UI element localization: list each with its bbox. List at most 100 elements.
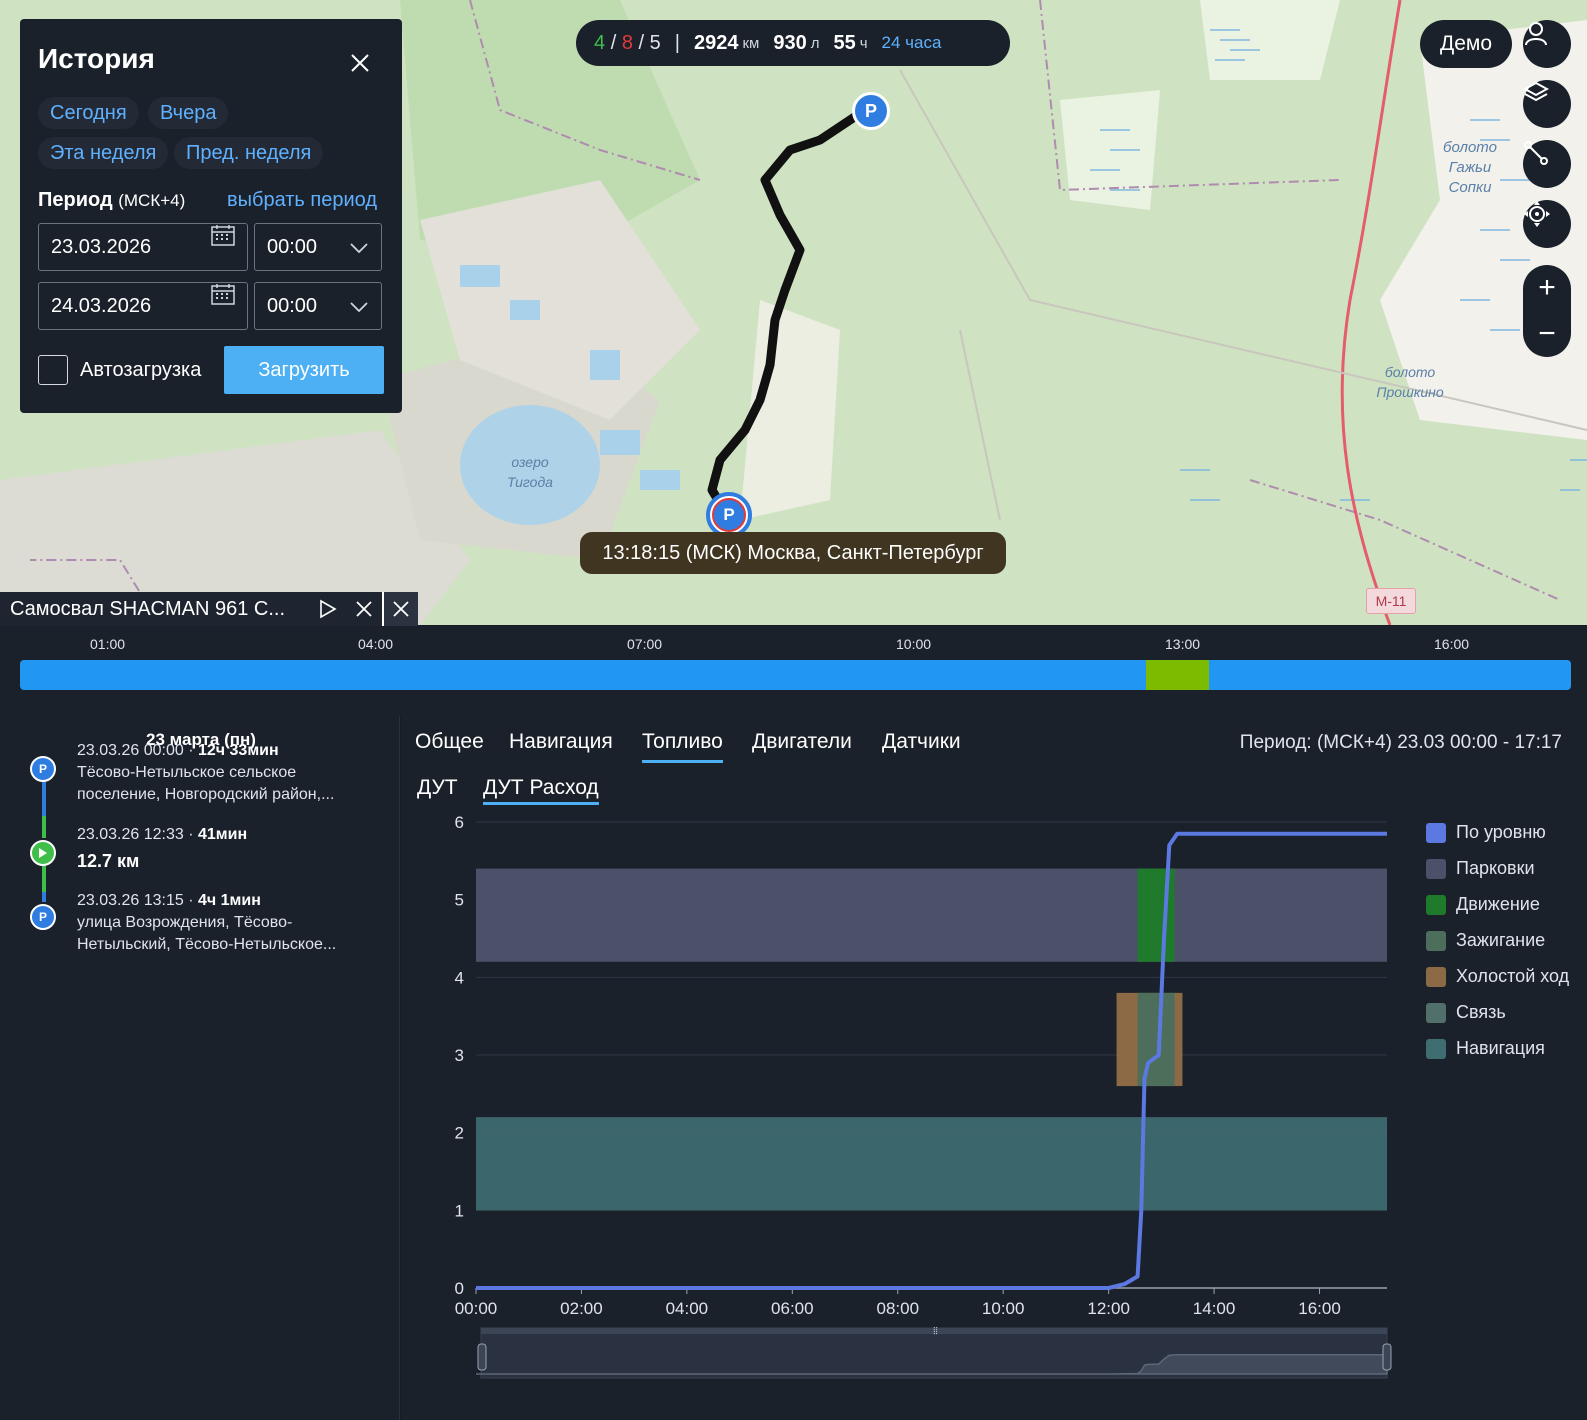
from-time-select[interactable]: 00:00 (254, 223, 382, 271)
chart-band (476, 1117, 1387, 1211)
event-movement[interactable]: 23.03.26 12:33 · 41мин 12.7 км (77, 824, 247, 872)
legend-item-ignition[interactable]: Зажигание (1426, 930, 1545, 951)
close-tab-button[interactable] (382, 592, 418, 626)
stats-distance-unit: км (742, 34, 760, 52)
zoom-slider-preview (476, 1353, 1388, 1375)
tab-navigation[interactable]: Навигация (509, 730, 613, 753)
legend-item-connection[interactable]: Связь (1426, 1002, 1506, 1023)
stats-range-link[interactable]: 24 часа (881, 33, 942, 52)
timeline[interactable]: 01:00 04:00 07:00 10:00 13:00 16:00 (0, 626, 1587, 716)
load-button[interactable]: Загрузить (224, 346, 384, 394)
to-date-value: 24.03.2026 (51, 295, 152, 317)
events-connector (42, 816, 46, 838)
chip-this-week[interactable]: Эта неделя (38, 137, 169, 169)
subtab-dut[interactable]: ДУТ (417, 776, 458, 799)
tab-general[interactable]: Общее (415, 730, 484, 753)
map-background (0, 0, 1587, 625)
events-list: 23 марта (пн) P 23.03.26 00:00 · 12ч 33м… (0, 716, 400, 1420)
from-date-value: 23.03.2026 (51, 236, 152, 258)
legend-item-idle[interactable]: Холостой ход (1426, 966, 1569, 987)
parking-marker-start[interactable]: P (706, 492, 752, 538)
calendar-icon[interactable] (211, 283, 235, 305)
event-parking-2[interactable]: 23.03.26 13:15 · 4ч 1мин улица Возрожден… (77, 890, 336, 956)
event-time: 23.03.26 00:00 · 12ч 33мин (77, 740, 334, 762)
period-label-text: Период (38, 189, 113, 211)
event-time-text: 23.03.26 12:33 · (77, 826, 198, 843)
play-button[interactable] (310, 592, 346, 626)
legend-item-navigation[interactable]: Навигация (1426, 1038, 1545, 1059)
x-tick-label: 00:00 (455, 1299, 498, 1318)
vehicle-name: Самосвал SHACMAN 961 С... (10, 597, 286, 620)
x-tick-label: 12:00 (1087, 1299, 1130, 1318)
subtab-dut-consumption[interactable]: ДУТ Расход (483, 776, 599, 805)
legend-label: Связь (1456, 1002, 1506, 1022)
map-label-swamp-2: болото Прошкино (1376, 364, 1444, 400)
event-distance: 12.7 км (77, 851, 140, 871)
event-parking-1[interactable]: 23.03.26 00:00 · 12ч 33мин Тёсово-Нетыль… (77, 740, 334, 806)
timeline-tick: 04:00 (358, 636, 394, 652)
event-time: 23.03.26 12:33 · 41мин (77, 824, 247, 846)
x-tick-label: 10:00 (982, 1299, 1025, 1318)
chip-yesterday[interactable]: Вчера (148, 97, 229, 129)
close-icon[interactable] (348, 51, 372, 75)
stats-divider: | (674, 31, 680, 54)
stats-fuel: 930 (773, 31, 807, 54)
legend-label: Навигация (1456, 1038, 1545, 1058)
legend-item-movement[interactable]: Движение (1426, 894, 1540, 915)
to-time-select[interactable]: 00:00 (254, 282, 382, 330)
chart-band (1137, 992, 1175, 1087)
close-track-button[interactable] (346, 592, 382, 626)
zoom-in-button[interactable]: + (1538, 271, 1556, 304)
events-connector (42, 866, 46, 892)
report-panel: Общее Навигация Топливо Двигатели Датчик… (401, 716, 1587, 1420)
layers-icon (1523, 81, 1549, 102)
tab-sensors[interactable]: Датчики (882, 730, 961, 753)
vehicle-tab[interactable]: Самосвал SHACMAN 961 С... (0, 592, 418, 626)
tab-engines[interactable]: Двигатели (752, 730, 852, 753)
from-date-field[interactable]: 23.03.2026 (38, 223, 248, 271)
timeline-bar-parking[interactable] (20, 660, 1571, 690)
zoom-out-button[interactable]: − (1538, 317, 1556, 350)
choose-period-link[interactable]: выбрать период (227, 189, 377, 211)
legend-swatch (1426, 1038, 1446, 1059)
legend-swatch (1426, 930, 1446, 951)
zoom-handle-left (477, 1343, 487, 1371)
event-time-text: 23.03.26 00:00 · (77, 742, 198, 759)
to-date-field[interactable]: 24.03.2026 (38, 282, 248, 330)
user-name-button[interactable]: Демо (1420, 20, 1512, 68)
timeline-bar-movement[interactable] (1146, 660, 1210, 690)
x-tick-label: 16:00 (1298, 1299, 1341, 1318)
fuel-chart[interactable]: 0 1 2 3 4 5 6 00:00 02:00 04:00 06:00 08:00 10:00 12:… (401, 716, 1587, 1420)
layers-button[interactable] (1523, 80, 1571, 128)
event-duration: 41мин (197, 826, 248, 843)
play-icon (320, 599, 337, 619)
x-tick-label: 02:00 (560, 1299, 603, 1318)
legend-item-level[interactable]: По уровню (1426, 822, 1546, 843)
legend-swatch (1426, 894, 1446, 915)
series-line-level (476, 831, 1387, 1290)
history-panel: История Сегодня Вчера Эта неделя Пред. н… (20, 19, 402, 413)
history-title: История (38, 43, 155, 74)
user-button[interactable] (1523, 20, 1571, 68)
road-label-m11: М-11 (1366, 588, 1416, 614)
tab-fuel[interactable]: Топливо (642, 730, 723, 763)
chart-band (476, 868, 1387, 962)
close-icon (356, 601, 372, 617)
center-button[interactable] (1523, 200, 1571, 248)
map[interactable]: болото Гажьи Сопки болото Прошкино озеро Тиг… (0, 0, 1587, 625)
legend-label: Холостой ход (1456, 966, 1570, 986)
chip-prev-week[interactable]: Пред. неделя (174, 137, 324, 169)
x-tick-label: 14:00 (1193, 1299, 1236, 1318)
stats-sep: / (638, 31, 645, 54)
chip-today[interactable]: Сегодня (38, 97, 139, 129)
event-time-text: 23.03.26 13:15 · (77, 892, 198, 909)
from-time-value: 00:00 (267, 236, 318, 258)
legend-item-parking[interactable]: Парковки (1426, 858, 1535, 879)
timeline-tick: 07:00 (627, 636, 663, 652)
stats-fuel-unit: л (810, 34, 820, 52)
ruler-button[interactable] (1523, 140, 1571, 188)
autoload-checkbox[interactable] (38, 355, 68, 385)
parking-marker-end[interactable]: P (852, 92, 890, 130)
to-time-value: 00:00 (267, 295, 318, 317)
calendar-icon[interactable] (211, 224, 235, 246)
